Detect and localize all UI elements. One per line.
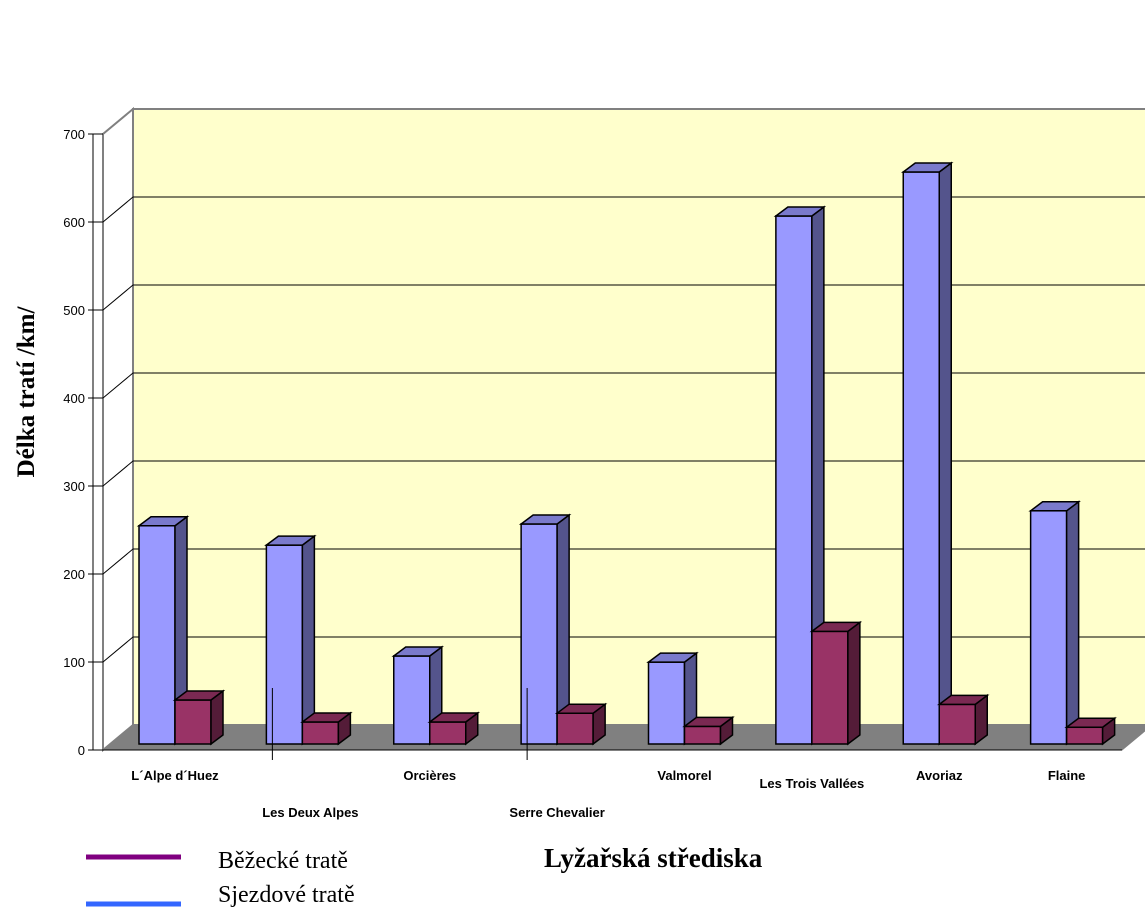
- bar-sjezdove-7-front: [1029, 510, 1068, 745]
- y-tick-label: 600: [63, 215, 85, 230]
- bar-sjezdove-7-side: [1065, 500, 1080, 746]
- bar-bezecke-7-top: [1064, 717, 1117, 729]
- category-label-7: Flaine: [1048, 768, 1086, 783]
- category-label-1: Les Deux Alpes: [262, 805, 358, 820]
- bar-bezecke-3: [554, 702, 608, 746]
- bar-bezecke-6-top: [937, 694, 990, 706]
- gridline-side: [102, 636, 134, 663]
- bar-bezecke-5: [809, 620, 863, 746]
- bar-bezecke-3-front: [556, 712, 594, 745]
- bar-bezecke-1-top: [300, 712, 353, 723]
- bar-sjezdove-3-top: [518, 514, 572, 525]
- bar-bezecke-5-front: [811, 630, 849, 745]
- x-axis-title: Lyžařská střediska: [544, 843, 763, 873]
- bar-bezecke-1-front: [301, 721, 340, 745]
- bar-bezecke-0-front: [174, 699, 212, 745]
- bar-bezecke-4: [682, 715, 735, 746]
- bar-sjezdove-7-top: [1028, 501, 1081, 512]
- legend-label-bezecke: Běžecké tratě: [218, 848, 348, 874]
- bar-bezecke-5-side: [847, 620, 861, 746]
- bar-sjezdove-5-front: [775, 215, 813, 745]
- bar-sjezdove-2-front: [393, 655, 431, 745]
- bar-sjezdove-6-front: [902, 171, 940, 745]
- bar-sjezdove-4-top: [646, 652, 699, 663]
- bar-sjezdove-5-top: [773, 206, 827, 217]
- category-label-4: Valmorel: [657, 768, 711, 783]
- gridline-side: [102, 460, 134, 487]
- bars: [136, 161, 1117, 746]
- bar-sjezdove-4-front: [647, 661, 686, 745]
- category-label-0: L´Alpe d´Huez: [131, 768, 219, 783]
- bar-bezecke-7: [1064, 716, 1117, 746]
- category-label-3: Serre Chevalier: [509, 805, 604, 820]
- y-tick-label: 300: [63, 479, 85, 494]
- chart-walls: [102, 106, 1145, 753]
- bar-bezecke-2: [427, 711, 480, 746]
- y-tick-label: 200: [63, 567, 85, 582]
- legend: Běžecké tratě Sjezdové tratě: [86, 848, 355, 908]
- bar-sjezdove-7: [1028, 500, 1081, 746]
- bar-sjezdove-1-front: [265, 544, 304, 745]
- bar-sjezdove-2-top: [391, 646, 444, 657]
- y-tick-label: 0: [78, 743, 85, 758]
- bar-bezecke-6: [937, 693, 990, 746]
- y-tick-label: 700: [63, 127, 85, 142]
- gridline-side: [102, 548, 134, 575]
- bar-sjezdove-0-front: [138, 525, 176, 745]
- y-axis-title: Délka tratí /km/: [13, 306, 40, 478]
- bar-sjezdove-1: [264, 534, 317, 746]
- bar-bezecke-5-top: [809, 621, 863, 633]
- bar-bezecke-0: [172, 689, 226, 746]
- bar-bezecke-1: [300, 711, 353, 746]
- y-tick-label: 400: [63, 391, 85, 406]
- chart-floor: [101, 724, 1145, 751]
- category-label-6: Avoriaz: [916, 768, 963, 783]
- bar-bezecke-2-front: [429, 721, 467, 745]
- bar-sjezdove-0: [136, 515, 190, 746]
- category-labels: L´Alpe d´Huez Les Deux Alpes Orcières Serre…: [131, 688, 1085, 820]
- side-wall: [102, 106, 134, 753]
- bar-bezecke-7-front: [1065, 726, 1104, 745]
- bar-bezecke-4-front: [683, 725, 722, 745]
- legend-label-sjezdove: Sjezdové tratě: [218, 882, 355, 908]
- bar-sjezdove-6-top: [901, 162, 954, 173]
- bar-bezecke-3-top: [554, 703, 608, 714]
- y-tick-label: 100: [63, 655, 85, 670]
- y-tick-label: 500: [63, 303, 85, 318]
- bar-bezecke-0-top: [172, 690, 226, 701]
- bar-sjezdove-5: [773, 205, 827, 746]
- bar-bezecke-2-top: [427, 712, 480, 723]
- bar-sjezdove-3-front: [520, 523, 558, 745]
- category-label-5: Les Trois Vallées: [759, 776, 864, 791]
- bar-sjezdove-1-side: [301, 534, 316, 746]
- bar-sjezdove-6: [901, 161, 954, 746]
- gridline-side: [102, 284, 134, 311]
- bar-sjezdove-6-side: [938, 161, 952, 746]
- bar-bezecke-4-top: [682, 716, 735, 728]
- floor: [101, 724, 1145, 751]
- gridline-side: [102, 372, 134, 399]
- bar-sjezdove-1-top: [264, 535, 317, 546]
- bar-sjezdove-0-top: [136, 516, 190, 527]
- gridline-side: [102, 196, 134, 223]
- y-axis: 0 100 200 300 400 500 600 700: [63, 127, 103, 758]
- category-label-2: Orcières: [403, 768, 456, 783]
- bar-bezecke-6-front: [938, 703, 976, 745]
